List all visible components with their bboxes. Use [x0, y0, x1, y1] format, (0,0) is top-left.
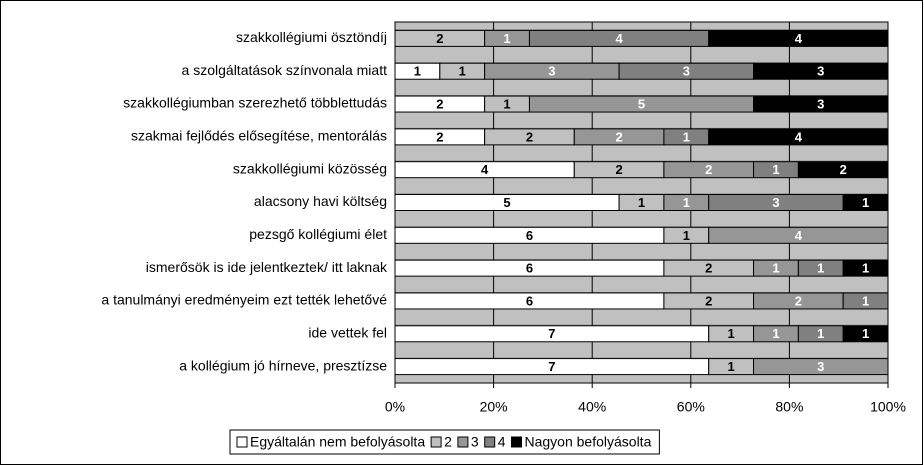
data-label: 2 [615, 129, 622, 144]
y-tick-label: szakkollégiumi közösség [233, 160, 387, 176]
data-label: 1 [772, 162, 779, 177]
legend-swatch [236, 436, 248, 448]
bar-segment [797, 161, 889, 179]
legend-swatch [457, 436, 469, 448]
x-tick-label: 100% [870, 399, 906, 415]
data-label: 3 [683, 64, 690, 79]
data-label: 1 [862, 293, 869, 308]
bar-segment [708, 128, 889, 146]
data-label: 7 [548, 359, 555, 374]
y-tick-label: szakkollégiumban szerezhető többlettudás [123, 95, 387, 111]
x-tick-label: 40% [578, 399, 606, 415]
data-label: 1 [772, 261, 779, 276]
data-label: 1 [862, 261, 869, 276]
data-label: 2 [436, 129, 443, 144]
data-label: 2 [436, 96, 443, 111]
bar-segment [842, 292, 889, 310]
data-label: 1 [638, 195, 645, 210]
data-label: 4 [795, 129, 803, 144]
y-tick-label: ismerősök is ide jelentkeztek/ itt lakna… [146, 259, 388, 275]
x-tick-label: 80% [775, 399, 803, 415]
x-tick-label: 20% [480, 399, 508, 415]
y-tick-label: a tanulmányi eredményeim ezt tették lehe… [101, 292, 387, 308]
data-label: 3 [548, 64, 555, 79]
legend-label: Nagyon befolyásolta [525, 434, 652, 450]
data-label: 1 [459, 64, 466, 79]
data-label: 1 [683, 195, 690, 210]
y-tick-label: a szolgáltatások színvonala miatt [182, 62, 388, 78]
data-label: 1 [728, 359, 735, 374]
data-label: 4 [795, 228, 803, 243]
data-label: 1 [817, 326, 824, 341]
data-label: 1 [503, 31, 510, 46]
data-label: 2 [705, 162, 712, 177]
data-label: 6 [526, 293, 533, 308]
data-label: 7 [548, 326, 555, 341]
data-label: 1 [414, 64, 421, 79]
data-label: 3 [772, 195, 779, 210]
data-label: 2 [705, 261, 712, 276]
legend: Egyáltalán nem befolyásolta 2 3 4 Nagyon bef… [229, 429, 660, 455]
legend-label: 3 [471, 434, 479, 450]
data-label: 4 [795, 31, 803, 46]
y-tick-label: a kollégium jó hírneve, presztízse [179, 357, 387, 373]
bar-segment [708, 29, 889, 47]
data-label: 5 [638, 96, 645, 111]
bar-segment [753, 62, 889, 80]
data-label: 2 [436, 31, 443, 46]
data-label: 1 [862, 195, 869, 210]
y-tick-label: alacsony havi költség [254, 193, 387, 209]
data-label: 6 [526, 228, 533, 243]
data-label: 1 [683, 228, 690, 243]
data-label: 2 [795, 293, 802, 308]
bar-segment [753, 358, 889, 376]
legend-swatch [511, 436, 522, 448]
y-tick-label: szakmai fejlődés elősegítése, mentorálás [131, 128, 387, 144]
data-label: 2 [526, 129, 533, 144]
x-tick-label: 60% [677, 399, 705, 415]
data-label: 5 [503, 195, 510, 210]
legend-swatch [484, 436, 496, 448]
bar-segment [842, 325, 889, 343]
legend-label: Egyáltalán nem befolyásolta [250, 434, 425, 450]
y-tick-label: pezsgő kollégiumi élet [249, 226, 387, 242]
bar-segment [708, 226, 889, 244]
data-label: 4 [615, 31, 623, 46]
data-label: 2 [615, 162, 622, 177]
legend-label: 4 [498, 434, 506, 450]
legend-swatch [430, 436, 442, 448]
legend-box [229, 429, 660, 455]
data-label: 3 [817, 64, 824, 79]
data-label: 6 [526, 261, 533, 276]
bar-segment [753, 95, 889, 113]
data-label: 1 [683, 129, 690, 144]
data-label: 1 [862, 326, 869, 341]
legend-label: 2 [444, 434, 452, 450]
data-label: 3 [817, 359, 824, 374]
data-label: 3 [817, 96, 824, 111]
data-label: 2 [705, 293, 712, 308]
data-label: 4 [481, 162, 489, 177]
data-label: 1 [728, 326, 735, 341]
data-label: 1 [772, 326, 779, 341]
bar-segment [842, 194, 889, 211]
bar-segment [842, 259, 889, 277]
data-label: 2 [840, 162, 847, 177]
data-label: 1 [503, 96, 510, 111]
y-tick-label: szakkollégiumi ösztöndíj [236, 29, 387, 45]
data-label: 1 [817, 261, 824, 276]
x-tick-label: 0% [385, 399, 405, 415]
y-tick-label: ide vettek fel [308, 324, 387, 340]
